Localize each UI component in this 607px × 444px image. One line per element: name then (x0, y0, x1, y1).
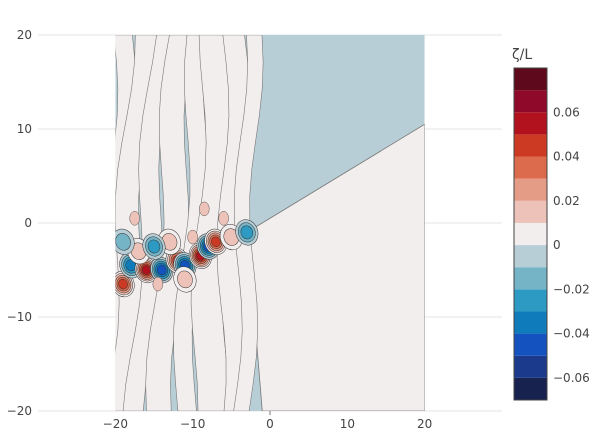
colorbar-swatch (514, 134, 547, 157)
colorbar-tick-label: −0.06 (553, 371, 590, 385)
x-tick-label: −20 (103, 417, 128, 431)
colorbar-swatch (514, 156, 547, 179)
y-tick-label: 0 (24, 216, 32, 230)
y-tick-label: −10 (7, 310, 32, 324)
colorbar-swatch (514, 178, 547, 201)
vortex-contour (125, 259, 137, 272)
colorbar-tick-label: 0.06 (553, 105, 580, 119)
contour-field (115, 35, 425, 411)
x-tick-label: 10 (340, 417, 355, 431)
weak-positive-patch (187, 229, 198, 245)
colorbar-tick-label: 0.04 (553, 150, 580, 164)
axes: −20 −10 0 10 20 20 10 0 −10 −20 (7, 28, 433, 431)
x-tick-label: 0 (266, 417, 274, 431)
x-tick-label: 20 (417, 417, 432, 431)
vortex-contour (115, 233, 131, 251)
colorbar-swatch (514, 68, 547, 91)
colorbar-tick-label: −0.02 (553, 282, 590, 296)
streak-band (145, 35, 195, 411)
y-tick-label: 20 (17, 28, 32, 42)
colorbar-swatch (514, 90, 547, 113)
colorbar-swatch (514, 311, 547, 334)
y-tick-label: −20 (7, 404, 32, 418)
vortex-contour (177, 270, 193, 289)
vortex-contour (156, 264, 167, 276)
vortex-contour (141, 265, 151, 275)
colorbar-swatch (514, 333, 547, 356)
y-tick-label: 10 (17, 122, 32, 136)
colorbar-tick-label: −0.04 (553, 327, 590, 341)
vortex-contour (240, 225, 254, 240)
colorbar-title: ζ/L (512, 47, 532, 63)
weak-positive-patch (218, 211, 229, 226)
colorbar-swatch (514, 200, 547, 223)
colorbar: ζ/L 0.06 0.04 0.02 0 −0.02 −0.04 −0.06 (512, 47, 590, 401)
colorbar-tick-label: 0.02 (553, 194, 580, 208)
x-tick-label: −10 (180, 417, 205, 431)
colorbar-swatch (514, 355, 547, 378)
vortex-contour (118, 278, 128, 290)
colorbar-swatch (514, 289, 547, 312)
colorbar-tick-label: 0 (553, 238, 561, 252)
vortex-contour (147, 239, 161, 254)
weak-positive-patch (129, 211, 140, 226)
colorbar-swatch (514, 222, 547, 246)
weak-positive-patch (152, 276, 164, 292)
colorbar-frame (513, 67, 548, 401)
colorbar-swatch (514, 267, 547, 290)
weak-positive-patch (199, 201, 210, 217)
colorbar-swatch (514, 377, 547, 400)
colorbar-swatch (514, 112, 547, 135)
colorbar-swatch (514, 245, 547, 268)
vortex-contour (211, 236, 221, 247)
